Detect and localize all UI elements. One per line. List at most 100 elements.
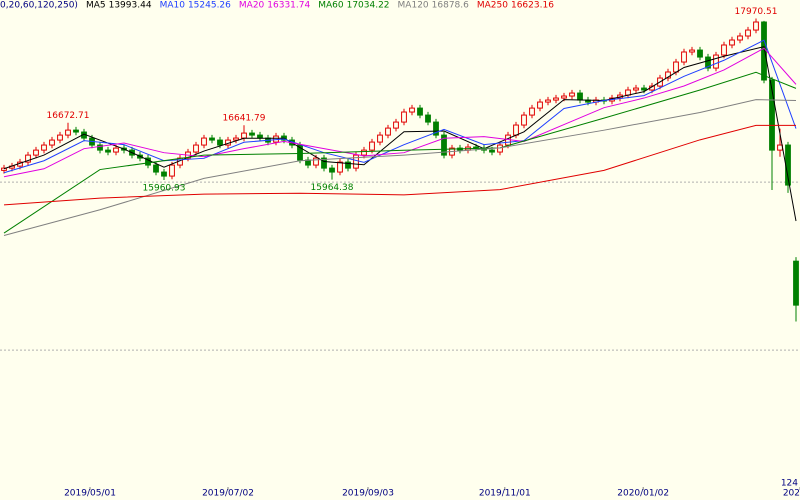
ma-line <box>3 47 797 178</box>
x-tick-label: 2019/05/01 <box>64 489 116 499</box>
candle-body <box>113 147 119 153</box>
legend-value: 16623.16 <box>511 1 554 11</box>
candle-body <box>201 137 207 146</box>
candle-body <box>577 92 583 101</box>
ma-line <box>3 46 797 222</box>
legend-prefix: 0,20,60,120,250) <box>0 1 78 11</box>
candle-body <box>145 157 151 166</box>
ma-line <box>3 124 796 206</box>
candle-body <box>193 144 199 153</box>
candle-body <box>417 107 423 116</box>
candle-body <box>329 167 335 173</box>
candle-body <box>1 167 7 171</box>
candle-body <box>409 107 415 113</box>
candle-body <box>393 121 399 129</box>
candle-body <box>641 87 647 91</box>
legend-value: 13993.44 <box>109 1 152 11</box>
candle-body <box>385 127 391 136</box>
candle-body <box>425 114 431 123</box>
candle-body <box>441 134 447 156</box>
candle-body <box>105 149 111 153</box>
candle-body <box>345 161 351 169</box>
candle-body <box>161 171 167 177</box>
extreme-label: 16672.71 <box>47 111 90 121</box>
candle-body <box>321 157 327 169</box>
legend-value: 17034.22 <box>347 1 390 11</box>
extreme-label: 16641.79 <box>223 114 266 124</box>
candle-body <box>673 61 679 73</box>
candle-body <box>65 129 71 136</box>
candle-body <box>553 97 559 101</box>
ma-line <box>3 71 797 234</box>
candle-body <box>249 132 255 136</box>
candle-body <box>233 137 239 141</box>
candle-body <box>537 101 543 109</box>
candle-body <box>737 35 743 41</box>
candle-body <box>337 161 343 173</box>
legend-name: MA120 <box>398 1 429 11</box>
x-tick-label: 2019/09/03 <box>342 489 394 499</box>
candle-body <box>729 39 735 46</box>
candle-body <box>753 21 759 31</box>
x-tick-label: 2020/01/02 <box>617 489 669 499</box>
legend-value: 15245.26 <box>188 1 231 11</box>
candle-body <box>665 71 671 79</box>
candle-body <box>313 157 319 166</box>
extreme-label: 15960.93 <box>143 183 186 193</box>
legend-value: 16878.6 <box>432 1 469 11</box>
legend-name: MA5 <box>86 1 106 11</box>
extreme-label: 17970.51 <box>735 7 778 17</box>
candle-body <box>769 79 775 151</box>
corner-label: 124 <box>781 479 798 489</box>
candle-body <box>57 134 63 141</box>
candle-body <box>521 114 527 126</box>
candle-body <box>401 111 407 123</box>
candle-body <box>497 144 503 153</box>
x-tick-label: 2019/11/01 <box>479 489 531 499</box>
candle-body <box>361 149 367 156</box>
candle-body <box>561 95 567 99</box>
x-tick-label: 202 <box>783 489 800 499</box>
x-tick-label: 2019/07/02 <box>202 489 254 499</box>
legend-name: MA20 <box>239 1 265 11</box>
candle-body <box>353 154 359 169</box>
candle-body <box>377 134 383 143</box>
candle-body <box>33 149 39 156</box>
candle-body <box>545 99 551 103</box>
legend-name: MA250 <box>477 1 508 11</box>
candle-body <box>257 134 263 139</box>
ma-line <box>3 99 797 236</box>
candle-body <box>217 139 223 146</box>
candle-body <box>529 107 535 116</box>
candle-body <box>689 49 695 53</box>
candle-body <box>745 29 751 37</box>
ma-line <box>3 39 797 174</box>
candle-body <box>569 92 575 97</box>
legend-name: MA10 <box>160 1 186 11</box>
candle-body <box>73 129 79 133</box>
candle-body <box>297 144 303 161</box>
candle-body <box>681 51 687 63</box>
legend-name: MA60 <box>318 1 344 11</box>
candle-body <box>705 56 711 69</box>
candle-body <box>433 121 439 136</box>
candle-body <box>721 44 727 56</box>
legend-value: 16331.74 <box>267 1 310 11</box>
candle-body <box>169 164 175 177</box>
extreme-label: 15964.38 <box>311 183 354 193</box>
candle-body <box>153 164 159 173</box>
candle-body <box>697 49 703 58</box>
candle-body <box>761 21 767 81</box>
candle-body <box>97 144 103 151</box>
candle-body <box>49 139 55 146</box>
candle-body <box>369 141 375 151</box>
candle-body <box>793 260 799 306</box>
candle-body <box>777 144 783 151</box>
candle-body <box>41 144 47 151</box>
candle-body <box>241 132 247 139</box>
candle-body <box>713 54 719 69</box>
candle-body <box>25 154 31 163</box>
